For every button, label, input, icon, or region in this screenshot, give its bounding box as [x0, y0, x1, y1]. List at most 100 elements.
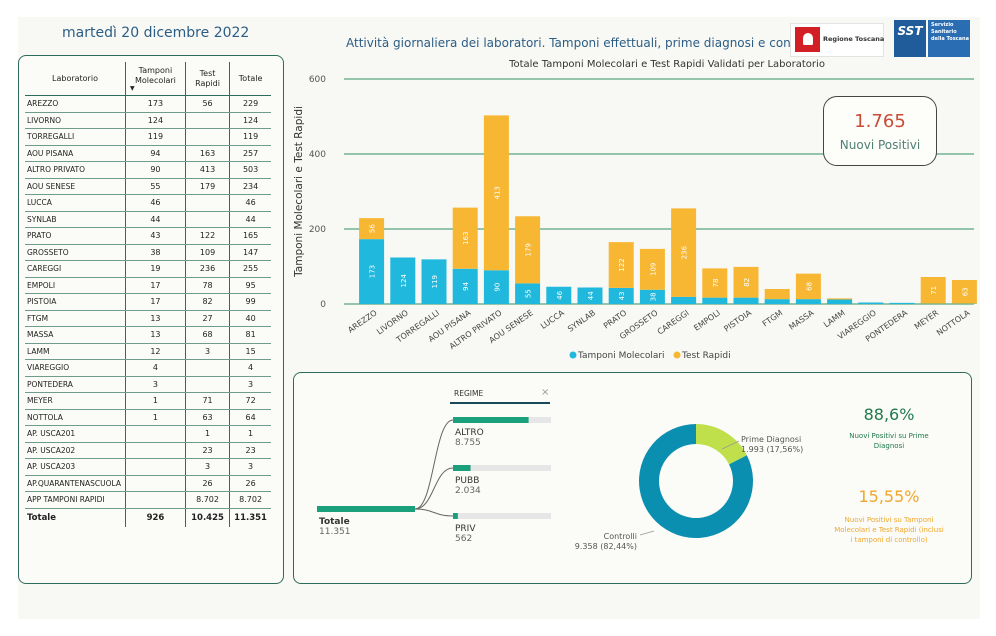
table-row[interactable]: NOTTOLA 1 63 64 [25, 409, 271, 426]
bar-molecolari[interactable] [671, 296, 697, 304]
col-header-laboratorio[interactable]: Laboratorio [25, 62, 126, 96]
legend-rapidi-label[interactable]: Test Rapidi [681, 351, 731, 361]
bar-rapidi[interactable] [452, 207, 478, 269]
bar-molecolari[interactable] [483, 270, 509, 304]
bar-molecolari[interactable] [577, 287, 603, 305]
table-total-row[interactable]: Totale 926 10.425 11.351 [25, 507, 271, 527]
table-row[interactable]: AP. USCA202 23 23 [25, 442, 271, 459]
close-icon[interactable]: × [541, 387, 550, 398]
lab-table: Laboratorio Tamponi Molecolari ▼ Test Rap… [25, 62, 271, 527]
cell-molecolari: 1 [124, 409, 186, 426]
x-tick-label: NOTTOLA [935, 308, 972, 338]
bar-data-label: 43 [618, 291, 626, 300]
table-row[interactable]: AP. USCA201 1 1 [25, 425, 271, 443]
bar-molecolari[interactable] [359, 239, 385, 304]
bar-data-label: 63 [961, 287, 969, 296]
bar-molecolari[interactable] [764, 299, 790, 304]
col-header-molecolari[interactable]: Tamponi Molecolari ▼ [124, 62, 186, 96]
bar-molecolari[interactable] [702, 297, 728, 304]
bar-rapidi[interactable] [483, 115, 509, 271]
donut-slice-prime-diagnosi[interactable] [696, 424, 747, 465]
cell-rapidi: 23 [184, 442, 230, 459]
table-row[interactable]: AOU PISANA 94 163 257 [25, 145, 271, 162]
table-row[interactable]: AOU SENESE 55 179 234 [25, 178, 271, 195]
cell-rapidi: 27 [184, 310, 230, 327]
bar-rapidi[interactable] [951, 280, 977, 304]
tree-root-bar[interactable] [317, 506, 415, 512]
cell-rapidi: 26 [184, 475, 230, 492]
bar-molecolari[interactable] [515, 283, 541, 304]
table-row[interactable]: VIAREGGIO 4 4 [25, 359, 271, 377]
col-header-rapidi[interactable]: Test Rapidi [184, 62, 230, 96]
legend-molecolari-label[interactable]: Tamponi Molecolari [577, 351, 665, 361]
bar-rapidi[interactable] [671, 208, 697, 297]
table-row[interactable]: FTGM 13 27 40 [25, 310, 271, 327]
tree-branch-value: 562 [455, 534, 472, 544]
bar-data-label: 236 [681, 245, 689, 259]
bar-rapidi[interactable] [795, 273, 821, 300]
bar-rapidi[interactable] [359, 218, 385, 240]
cell-laboratorio: LUCCA [25, 194, 126, 212]
regime-filter-label[interactable]: REGIME [454, 389, 484, 398]
cell-totale: 165 [229, 227, 271, 245]
report-date: martedì 20 dicembre 2022 [62, 25, 250, 41]
y-tick-label: 600 [309, 75, 326, 85]
bar-molecolari[interactable] [889, 302, 915, 304]
tree-branch-label: PRIV [455, 524, 476, 534]
table-row[interactable]: CAREGGI 19 236 255 [25, 260, 271, 278]
table-row[interactable]: PISTOIA 17 82 99 [25, 293, 271, 311]
table-row[interactable]: LAMM 12 3 15 [25, 343, 271, 360]
bar-molecolari[interactable] [639, 289, 665, 304]
bar-data-label: 38 [649, 292, 657, 301]
bar-data-label: 179 [525, 243, 533, 256]
bar-data-label: 173 [369, 265, 377, 278]
bar-molecolari[interactable] [546, 286, 572, 304]
table-row[interactable]: AREZZO 173 56 229 [25, 95, 271, 113]
cell-laboratorio: AOU SENESE [25, 178, 126, 195]
table-row[interactable]: SYNLAB 44 44 [25, 211, 271, 228]
table-row[interactable]: PONTEDERA 3 3 [25, 376, 271, 393]
tree-branch-bar[interactable] [453, 465, 471, 471]
table-row[interactable]: AP.QUARANTENASCUOLA 26 26 [25, 475, 271, 492]
cell-totale: 3 [229, 376, 271, 393]
bar-molecolari[interactable] [421, 259, 447, 304]
bar-rapidi[interactable] [764, 289, 790, 300]
tree-branch-bar[interactable] [453, 513, 458, 519]
bar-rapidi[interactable] [827, 298, 853, 300]
table-row[interactable]: ALTRO PRIVATO 90 413 503 [25, 161, 271, 179]
table-row[interactable]: MASSA 13 68 81 [25, 326, 271, 344]
bar-molecolari[interactable] [608, 287, 634, 304]
bar-rapidi[interactable] [733, 266, 759, 298]
table-row[interactable]: LUCCA 46 46 [25, 194, 271, 212]
table-row[interactable]: AP. USCA203 3 3 [25, 458, 271, 476]
bar-rapidi[interactable] [639, 248, 665, 290]
y-axis-label: Tamponi Molecolari e Test Rapidi [293, 106, 305, 278]
cell-rapidi: 122 [184, 227, 230, 245]
cell-molecolari [124, 475, 186, 492]
bar-rapidi[interactable] [515, 216, 541, 284]
cell-rapidi: 82 [184, 293, 230, 311]
cell-molecolari [124, 442, 186, 459]
bar-rapidi[interactable] [608, 242, 634, 288]
table-row[interactable]: MEYER 1 71 72 [25, 392, 271, 410]
report-title: Attività giornaliera dei laboratori. Tam… [346, 36, 818, 50]
table-row[interactable]: GROSSETO 38 109 147 [25, 244, 271, 261]
col-header-totale[interactable]: Totale [229, 62, 271, 96]
bar-molecolari[interactable] [733, 297, 759, 304]
donut-slice-controlli[interactable] [639, 424, 753, 538]
bar-rapidi[interactable] [920, 277, 946, 304]
bar-rapidi[interactable] [702, 268, 728, 298]
table-row[interactable]: EMPOLI 17 78 95 [25, 277, 271, 294]
cell-molecolari: 13 [124, 326, 186, 344]
bar-molecolari[interactable] [452, 268, 478, 304]
cell-laboratorio: PISTOIA [25, 293, 126, 311]
bar-molecolari[interactable] [390, 257, 416, 305]
tree-branch-bar[interactable] [453, 417, 529, 423]
table-row[interactable]: LIVORNO 124 124 [25, 112, 271, 129]
bar-molecolari[interactable] [795, 299, 821, 304]
bar-molecolari[interactable] [827, 299, 853, 305]
bar-molecolari[interactable] [858, 302, 884, 305]
table-row[interactable]: PRATO 43 122 165 [25, 227, 271, 245]
table-row[interactable]: APP TAMPONI RAPIDI 8.702 8.702 [25, 491, 271, 509]
table-row[interactable]: TORREGALLI 119 119 [25, 128, 271, 146]
